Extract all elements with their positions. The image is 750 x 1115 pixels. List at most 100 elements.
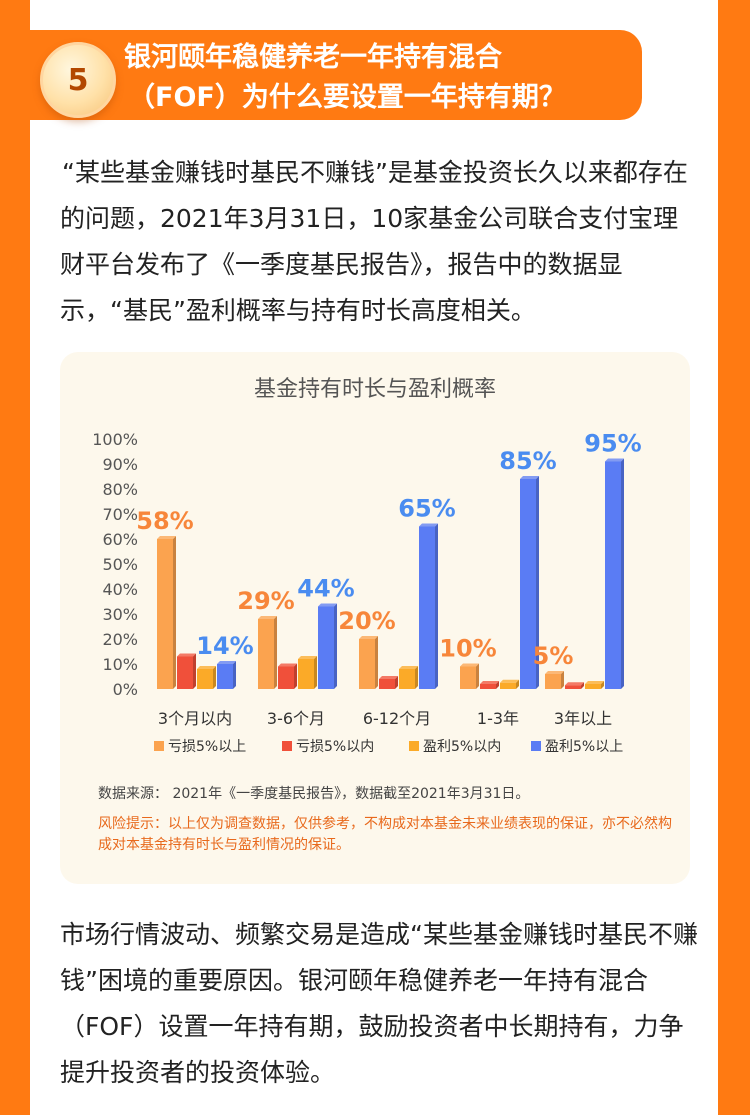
section-number-badge: 5 xyxy=(40,42,116,118)
bar-side xyxy=(193,653,196,689)
bar-0-3 xyxy=(217,661,236,689)
bar-top xyxy=(278,663,297,667)
bar-front xyxy=(500,682,516,689)
bar-4-0 xyxy=(545,671,564,689)
data-label: 85% xyxy=(499,447,556,475)
x-category-label: 6-12个月 xyxy=(363,709,431,728)
bar-front xyxy=(197,669,213,689)
bar-side xyxy=(233,661,236,689)
bar-2-2 xyxy=(399,666,418,689)
bar-1-2 xyxy=(298,656,317,689)
risk-warning: 风险提示：以上仅为调查数据，仅供参考，不构成对本基金未来业绩表现的保证，亦不必然… xyxy=(98,816,672,853)
bar-4-3 xyxy=(605,458,624,689)
legend-label-3: 盈利5%以上 xyxy=(545,739,623,755)
bar-front xyxy=(157,539,173,689)
bar-top xyxy=(157,536,176,539)
data-source-note: 数据来源： 2021年《一季度基民报告》，数据截至2021年3月31日。 xyxy=(98,786,530,802)
bar-top xyxy=(177,653,196,657)
bar-0-0 xyxy=(157,536,176,689)
bar-front xyxy=(585,684,601,689)
bar-side xyxy=(621,458,624,689)
x-category-label: 1-3年 xyxy=(477,709,519,728)
data-label: 29% xyxy=(237,587,294,615)
bar-top xyxy=(379,676,398,679)
bar-front xyxy=(379,679,395,689)
data-label: 44% xyxy=(297,575,354,603)
section-header xyxy=(30,30,642,120)
y-tick-label: 0% xyxy=(113,680,138,699)
legend-swatch-0 xyxy=(154,741,164,751)
bar-1-1 xyxy=(278,663,297,689)
bar-side xyxy=(561,671,564,689)
bar-side xyxy=(314,656,317,689)
bar-2-1 xyxy=(379,676,398,689)
bar-front xyxy=(359,639,375,689)
bar-side xyxy=(476,663,479,689)
bar-side xyxy=(375,636,378,689)
bar-2-3 xyxy=(419,523,438,689)
intro-paragraph: “某些基金赚钱时基民不赚钱”是基金投资长久以来都存在的问题，2021年3月31日… xyxy=(60,158,688,325)
bar-3-0 xyxy=(460,663,479,689)
y-tick-label: 100% xyxy=(92,430,138,449)
bar-side xyxy=(581,682,584,689)
bar-top xyxy=(258,616,277,619)
bar-top xyxy=(399,666,418,669)
bar-0-2 xyxy=(197,666,216,689)
y-tick-label: 30% xyxy=(102,605,138,624)
x-category-label: 3年以上 xyxy=(554,709,612,728)
bar-side xyxy=(395,676,398,689)
data-label: 10% xyxy=(439,635,496,663)
bar-front xyxy=(520,479,536,689)
legend-swatch-3 xyxy=(531,741,541,751)
bar-side xyxy=(213,666,216,689)
section-title-line2: （FOF）为什么要设置一年持有期？ xyxy=(128,82,566,113)
bar-1-0 xyxy=(258,616,277,689)
section-title-line1: 银河颐年稳健养老一年持有混合 xyxy=(124,42,502,73)
bar-side xyxy=(173,536,176,689)
y-tick-label: 50% xyxy=(102,555,138,574)
y-tick-label: 40% xyxy=(102,580,138,599)
bar-top xyxy=(545,671,564,674)
section-title: 银河颐年稳健养老一年持有混合 （FOF）为什么要设置一年持有期？ xyxy=(124,38,634,118)
y-tick-label: 10% xyxy=(102,655,138,674)
bar-top xyxy=(585,681,604,684)
bar-top xyxy=(520,476,539,479)
y-tick-label: 90% xyxy=(102,455,138,474)
bar-top xyxy=(217,661,236,664)
bar-front xyxy=(480,684,496,689)
bar-top xyxy=(359,636,378,639)
bar-3-1 xyxy=(480,681,499,689)
bar-front xyxy=(258,619,274,689)
bar-top xyxy=(500,679,519,683)
y-tick-label: 20% xyxy=(102,630,138,649)
bar-side xyxy=(496,681,499,689)
bar-top xyxy=(480,681,499,684)
bar-side xyxy=(516,679,519,689)
bar-front xyxy=(419,526,435,689)
bar-top xyxy=(318,603,337,607)
legend-swatch-1 xyxy=(282,741,292,751)
bar-front xyxy=(399,669,415,689)
bar-front xyxy=(565,685,581,689)
bar-top xyxy=(419,523,438,527)
bar-2-0 xyxy=(359,636,378,689)
bar-side xyxy=(601,681,604,689)
bar-front xyxy=(605,461,621,689)
bar-top xyxy=(460,663,479,667)
data-label: 20% xyxy=(338,607,395,635)
data-label: 5% xyxy=(533,642,574,670)
bar-4-1 xyxy=(565,682,584,689)
bar-top xyxy=(605,458,624,462)
bar-top xyxy=(197,666,216,669)
y-tick-label: 70% xyxy=(102,505,138,524)
bar-front xyxy=(545,674,561,689)
bar-side xyxy=(415,666,418,689)
x-category-label: 3个月以内 xyxy=(158,709,232,728)
bar-side xyxy=(274,616,277,689)
bar-front xyxy=(278,666,294,689)
bar-3-2 xyxy=(500,679,519,689)
bar-0-1 xyxy=(177,653,196,689)
bar-4-2 xyxy=(585,681,604,689)
bar-top xyxy=(298,656,317,659)
bar-chart: 基金持有时长与盈利概率 0% 10% 20% 30% 40% 50% 60% 70% 80% 90%… xyxy=(92,377,641,755)
